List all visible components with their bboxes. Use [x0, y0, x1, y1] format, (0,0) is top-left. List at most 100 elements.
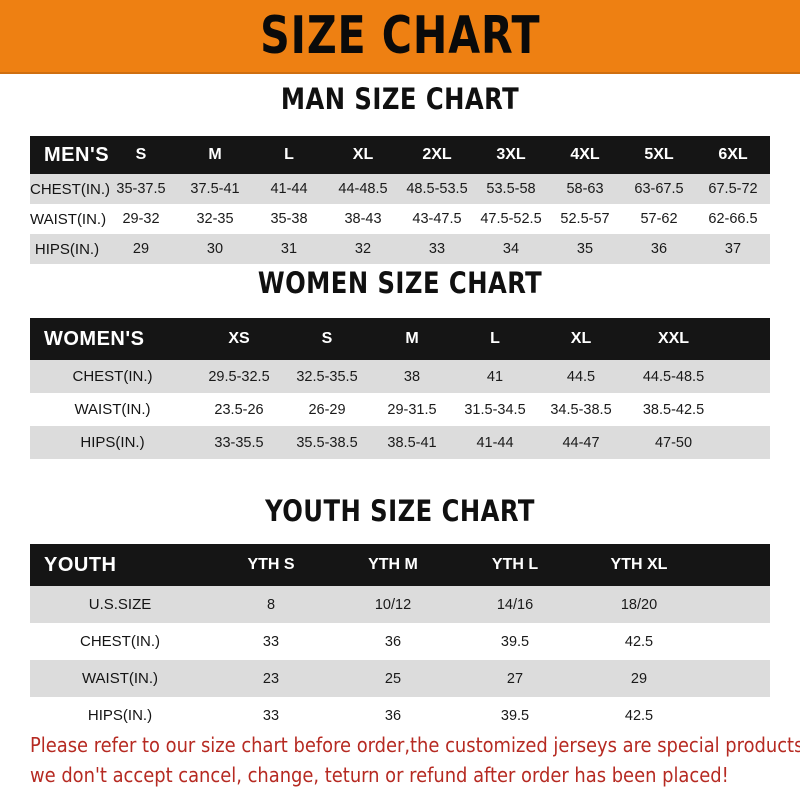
men-cell: 30: [206, 241, 224, 257]
men-col-header: M: [208, 146, 222, 163]
youth-row-label: HIPS(IN.): [87, 707, 153, 724]
youth-header-spacer: [702, 544, 770, 586]
men-cell: 63-67.5: [634, 181, 684, 197]
men-cell: 44-48.5: [338, 181, 388, 197]
men-cell: 35-38: [270, 211, 308, 227]
table-row: U.S.SIZE 8 10/12 14/16 18/20: [30, 586, 770, 623]
men-col-header: L: [284, 146, 294, 163]
men-cell: 67.5-72: [708, 181, 758, 197]
women-size-table-block: WOMEN'S XS S M L XL XXL CHEST(IN.) 29.5-…: [30, 318, 770, 459]
youth-cell: 14/16: [496, 596, 534, 613]
men-col-header: 4XL: [570, 146, 600, 163]
men-cell: 53.5-58: [486, 181, 536, 197]
women-cell: 44-47: [562, 434, 600, 451]
footer-line-2: we don't accept cancel, change, teturn o…: [30, 763, 729, 787]
women-cell: 26-29: [308, 401, 346, 418]
section-title-men: MAN SIZE CHART: [280, 82, 520, 116]
men-row-label: HIPS(IN.): [34, 240, 100, 258]
youth-cell: 18/20: [620, 596, 658, 613]
women-header-spacer: [722, 318, 770, 360]
table-row: WAIST(IN.) 23 25 27 29: [30, 660, 770, 697]
women-cell: 31.5-34.5: [464, 401, 526, 418]
men-col-header: 3XL: [496, 146, 526, 163]
women-corner-label: WOMEN'S: [44, 327, 145, 350]
men-cell: 33: [428, 241, 446, 257]
table-row: CHEST(IN.) 33 36 39.5 42.5: [30, 623, 770, 660]
men-cell: 58-63: [566, 181, 604, 197]
table-row: HIPS(IN.) 33-35.5 35.5-38.5 38.5-41 41-4…: [30, 426, 770, 459]
women-cell: 33-35.5: [214, 434, 264, 451]
footer-disclaimer: Please refer to our size chart before or…: [30, 730, 800, 790]
page-title: SIZE CHART: [259, 6, 541, 66]
youth-col-header: YTH S: [247, 556, 295, 573]
women-cell: 23.5-26: [214, 401, 264, 418]
men-cell: 47.5-52.5: [480, 211, 542, 227]
youth-cell: 23: [262, 670, 280, 687]
women-cell: 38.5-41: [387, 434, 437, 451]
table-row: HIPS(IN.) 29 30 31 32 33 34 35 36 37: [30, 234, 770, 264]
youth-cell: 36: [384, 707, 402, 724]
footer-line-1: Please refer to our size chart before or…: [30, 733, 800, 757]
youth-table-header-row: YOUTH YTH S YTH M YTH L YTH XL: [30, 544, 770, 586]
women-col-header: L: [490, 330, 500, 347]
youth-cell: 42.5: [624, 633, 654, 650]
table-row: CHEST(IN.) 35-37.5 37.5-41 41-44 44-48.5…: [30, 174, 770, 204]
men-col-header: 6XL: [718, 146, 748, 163]
youth-cell: 36: [384, 633, 402, 650]
youth-col-header: YTH M: [368, 556, 418, 573]
women-cell: 29.5-32.5: [208, 368, 270, 385]
youth-col-header: YTH XL: [610, 556, 668, 573]
men-cell: 48.5-53.5: [406, 181, 468, 197]
men-size-table: MEN'S S M L XL 2XL 3XL 4XL 5XL 6XL CHEST…: [30, 136, 770, 264]
youth-cell-spacer: [702, 660, 770, 697]
women-cell: 47-50: [654, 434, 693, 451]
men-col-header: 5XL: [644, 146, 674, 163]
women-size-table: WOMEN'S XS S M L XL XXL CHEST(IN.) 29.5-…: [30, 318, 770, 459]
women-cell: 38.5-42.5: [642, 401, 705, 418]
women-cell: 35.5-38.5: [296, 434, 358, 451]
youth-cell: 39.5: [500, 633, 530, 650]
women-col-header: XS: [228, 330, 250, 347]
section-title-youth: YOUTH SIZE CHART: [265, 494, 535, 528]
men-cell: 29-32: [122, 211, 160, 227]
women-cell-spacer: [722, 426, 770, 459]
table-row: HIPS(IN.) 33 36 39.5 42.5: [30, 697, 770, 734]
women-cell: 32.5-35.5: [296, 368, 358, 385]
section-title-women: WOMEN SIZE CHART: [257, 266, 543, 300]
youth-cell-spacer: [702, 623, 770, 660]
men-cell: 32: [354, 241, 372, 257]
women-cell: 41: [486, 368, 504, 385]
men-cell: 36: [650, 241, 668, 257]
youth-cell: 29: [630, 670, 648, 687]
youth-cell: 25: [384, 670, 402, 687]
men-col-header: XL: [352, 146, 374, 163]
youth-cell-spacer: [702, 697, 770, 734]
men-col-header: 2XL: [422, 146, 452, 163]
women-col-header: M: [405, 330, 419, 347]
youth-cell: 8: [266, 596, 276, 613]
women-row-label: HIPS(IN.): [80, 434, 145, 451]
women-col-header: XXL: [657, 330, 690, 347]
women-cell: 38: [403, 368, 421, 385]
youth-size-table-block: YOUTH YTH S YTH M YTH L YTH XL U.S.SIZE …: [30, 544, 770, 734]
youth-corner-label: YOUTH: [44, 553, 117, 576]
youth-row-label: CHEST(IN.): [80, 633, 160, 650]
youth-cell: 27: [506, 670, 524, 687]
youth-row-label: WAIST(IN.): [81, 670, 159, 687]
men-cell: 37: [724, 241, 742, 257]
men-cell: 29: [132, 241, 150, 257]
youth-cell-spacer: [702, 586, 770, 623]
men-size-table-block: MEN'S S M L XL 2XL 3XL 4XL 5XL 6XL CHEST…: [30, 136, 770, 264]
youth-col-header: YTH L: [491, 556, 539, 573]
youth-cell: 42.5: [624, 707, 654, 724]
men-cell: 52.5-57: [560, 211, 610, 227]
youth-cell: 39.5: [500, 707, 530, 724]
women-cell-spacer: [722, 393, 770, 426]
men-cell: 41-44: [270, 181, 308, 197]
women-row-label: WAIST(IN.): [74, 401, 151, 418]
men-corner-label: MEN'S: [44, 143, 110, 166]
men-cell: 57-62: [640, 211, 678, 227]
men-col-header: S: [135, 146, 147, 163]
women-cell: 34.5-38.5: [550, 401, 612, 418]
